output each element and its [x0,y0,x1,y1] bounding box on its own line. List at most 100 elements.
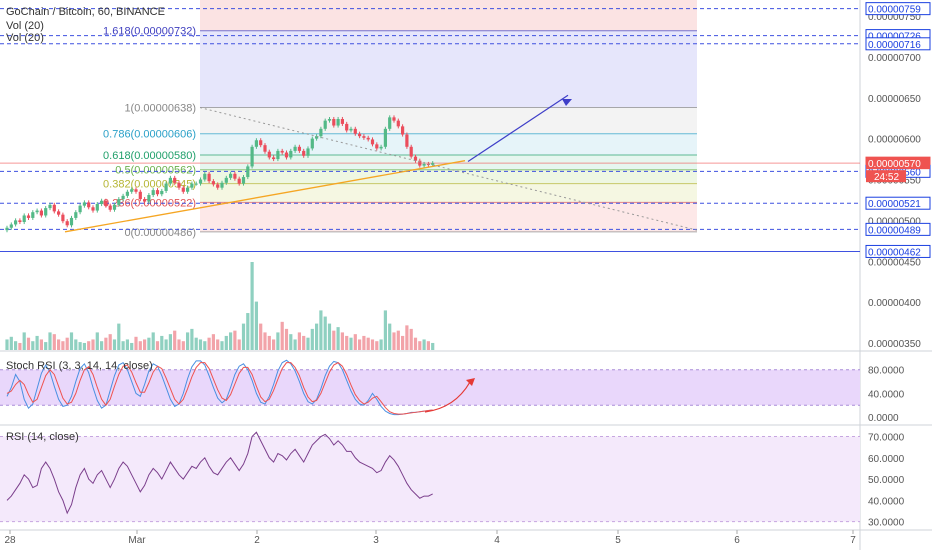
price-label-box [865,222,931,236]
volume-bar [306,337,310,350]
candle [254,140,258,147]
volume-bar [370,339,375,350]
volume-bar [108,334,112,350]
volume-bar [9,336,13,350]
fib-label: 1.618(0.00000732) [103,26,196,38]
candle [220,182,224,188]
volume-bar [362,335,366,350]
volume-bar [233,330,237,350]
volume-bar [14,341,18,350]
stoch-axis-tick: 80.0000 [868,366,905,377]
rsi-label: RSI (14, close) [6,431,79,443]
candle [95,204,99,211]
volume-bar [409,328,413,350]
volume-bar [327,323,332,350]
volume-bar [48,332,52,350]
volume-bar [349,337,353,350]
candle [147,195,151,202]
volume-bar [216,339,220,350]
candle [26,215,31,218]
candle [198,179,203,184]
candle [362,136,366,138]
candle [5,227,9,231]
volume-bar [426,341,430,350]
candle [87,202,91,208]
volume-bar [160,335,164,350]
volume-bar [289,334,293,350]
volume-bar [87,341,91,350]
fib-label: 0.786(0.00000606) [103,129,196,141]
volume-bar [272,339,276,350]
candle [280,150,284,153]
volume-bar [276,332,280,350]
volume-bar [379,339,383,350]
countdown-box [866,170,906,183]
volume-bar [22,332,26,350]
volume-bar [104,337,108,350]
candle [250,146,254,167]
candle [138,191,142,200]
candle [426,163,430,165]
candle [293,146,297,151]
candle [306,148,310,156]
countdown-label: 24:52 [874,172,899,183]
price-label: 0.00000489 [868,225,921,236]
volume-bar [220,341,224,350]
price-label-box [865,244,931,258]
price-label-box [865,2,931,16]
time-axis-tick: 6 [734,535,740,546]
volume-bar [143,339,147,350]
candle [405,134,409,147]
fib-label: 1(0.00000638) [124,103,196,115]
volume-bar [340,332,344,350]
volume-bar [125,339,129,350]
volume-bar [401,335,405,350]
candle [155,190,160,195]
candle [319,128,323,137]
price-axis-tick: 0.00000700 [868,53,921,64]
volume-bar [95,332,99,350]
candle [194,183,198,185]
price-label: 0.00000759 [868,5,921,16]
candle [9,224,13,228]
volume-bar [31,341,35,350]
candle [177,182,181,188]
time-axis-tick: 7 [850,535,856,546]
candle [211,181,215,185]
fib-label: 0.382(0.00000545) [103,179,196,191]
volume-bar [366,337,370,350]
candle [267,151,271,158]
candle [134,189,138,192]
rsi-axis-tick: 50.0000 [868,475,905,486]
volume-bar [164,339,168,350]
price-label: 0.00000462 [868,247,921,258]
candle [233,173,237,179]
candle [340,119,344,124]
volume-bar [186,332,190,350]
candle [14,220,18,225]
volume-bar [310,328,314,350]
rsi-axis-tick: 70.0000 [868,433,905,444]
volume-bar [168,334,172,350]
volume-bar [82,342,86,350]
candle [229,173,233,178]
price-label-box [865,37,931,51]
candle [431,163,435,165]
volume-bar [52,334,56,350]
candle [345,123,349,131]
candle [39,210,43,216]
candle [216,184,220,188]
volume-bar [284,328,289,350]
price-label: 0.00000716 [868,40,921,51]
candle [409,146,413,157]
rsi-axis-tick: 30.0000 [868,518,905,529]
candle [392,117,396,121]
volume-bar [413,337,418,350]
candle [130,189,134,192]
volume-bar [151,332,155,350]
candle [190,183,194,188]
volume-bar [405,325,409,350]
volume-bar [91,339,95,350]
candle [74,212,78,218]
